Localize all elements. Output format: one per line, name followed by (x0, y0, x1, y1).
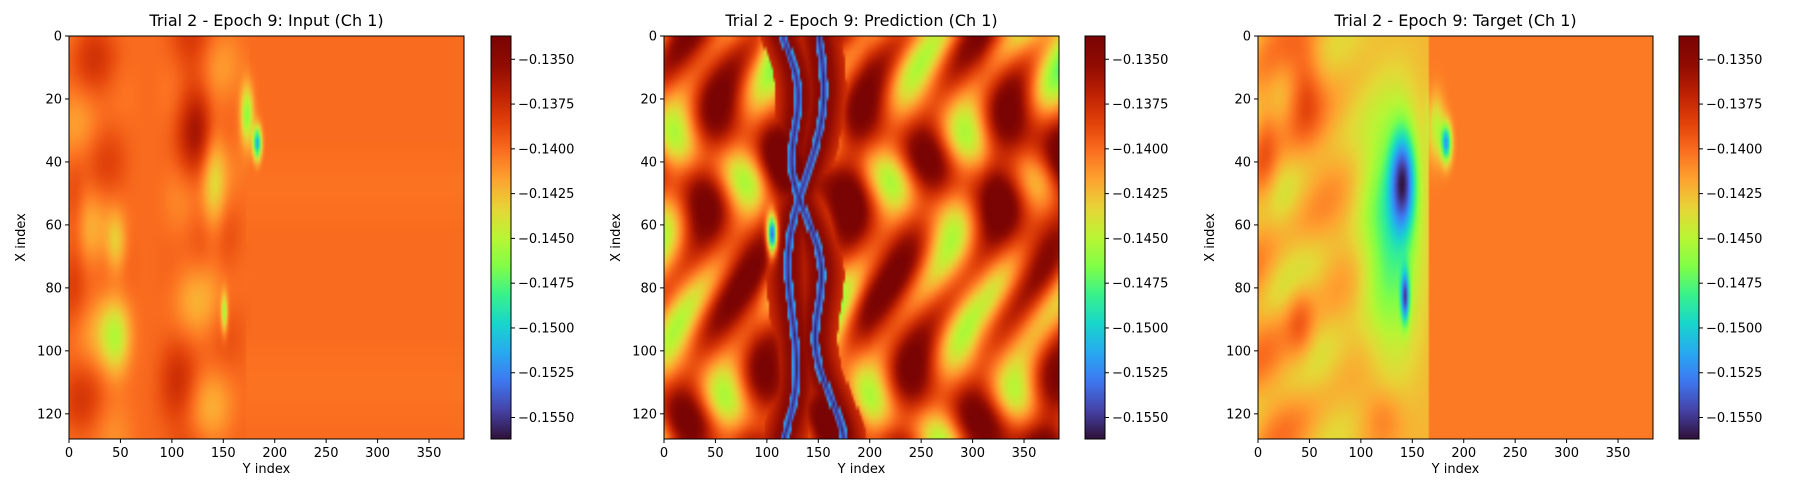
colorbar-frame (1084, 35, 1106, 440)
colorbar (1679, 36, 1699, 439)
colorbar-tick-label: −0.1500 (518, 321, 574, 336)
x-axis-label: Y index (837, 462, 886, 477)
x-tick-label: 100 (1348, 446, 1373, 461)
y-tick-label: 60 (640, 218, 657, 233)
y-tick-label: 120 (37, 407, 62, 422)
x-tick-label: 50 (1301, 446, 1318, 461)
x-tick-label: 250 (909, 446, 934, 461)
colorbar-tick-label: −0.1475 (518, 277, 574, 292)
colorbar-tick-label: −0.1475 (1112, 277, 1168, 292)
x-tick-label: 200 (262, 446, 287, 461)
colorbar-tick-label: −0.1400 (1706, 142, 1762, 157)
x-tick-label: 150 (211, 446, 236, 461)
x-tick-label: 100 (754, 446, 779, 461)
colorbar-tick-label: −0.1500 (1706, 321, 1762, 336)
colorbar-tick-label: −0.1400 (1112, 142, 1168, 157)
x-tick-label: 100 (159, 446, 184, 461)
y-tick-label: 0 (649, 30, 657, 45)
y-tick-label: 80 (640, 281, 657, 296)
x-tick-label: 250 (314, 446, 339, 461)
colorbar-tick-label: −0.1450 (1706, 232, 1762, 247)
x-tick-label: 50 (707, 446, 724, 461)
x-tick-label: 0 (65, 446, 73, 461)
y-tick-label: 20 (45, 92, 62, 107)
colorbar-tick-label: −0.1375 (518, 98, 574, 113)
y-tick-label: 120 (632, 407, 657, 422)
colorbar-tick-label: −0.1425 (518, 187, 574, 202)
y-tick-label: 40 (45, 155, 62, 170)
y-tick-label: 0 (54, 30, 62, 45)
colorbar-tick-label: −0.1550 (1112, 411, 1168, 426)
panel-prediction: Trial 2 - Epoch 9: Prediction (Ch 1) 0 50 1… (609, 11, 1168, 477)
y-tick-label: 20 (1234, 92, 1251, 107)
y-tick-label: 40 (640, 155, 657, 170)
chart-title: Trial 2 - Epoch 9: Target (Ch 1) (1333, 11, 1576, 30)
colorbar-tick-label: −0.1500 (1112, 321, 1168, 336)
y-tick-label: 100 (632, 344, 657, 359)
x-tick-label: 300 (960, 446, 985, 461)
y-tick-label: 0 (1243, 30, 1251, 45)
y-tick-label: 60 (45, 218, 62, 233)
x-tick-label: 50 (112, 446, 129, 461)
colorbar-tick-label: −0.1350 (1112, 53, 1168, 68)
y-tick-label: 80 (1234, 281, 1251, 296)
x-tick-label: 300 (1554, 446, 1579, 461)
y-axis-label: X index (14, 213, 29, 262)
colorbar-tick-label: −0.1475 (1706, 277, 1762, 292)
colorbar-tick-label: −0.1350 (518, 53, 574, 68)
y-tick-label: 100 (37, 344, 62, 359)
colorbar-tick-label: −0.1350 (1706, 53, 1762, 68)
x-tick-label: 150 (806, 446, 831, 461)
heatmap-input (69, 36, 464, 439)
x-tick-label: 350 (1606, 446, 1631, 461)
colorbar-frame (490, 35, 512, 440)
colorbar-tick-label: −0.1525 (518, 366, 574, 381)
colorbar-tick-label: −0.1525 (1112, 366, 1168, 381)
y-tick-label: 100 (1226, 344, 1251, 359)
chart-title: Trial 2 - Epoch 9: Prediction (Ch 1) (724, 11, 997, 30)
colorbar (1085, 36, 1105, 439)
colorbar-tick-label: −0.1425 (1112, 187, 1168, 202)
colorbar-tick-label: −0.1375 (1112, 98, 1168, 113)
axes-frame (663, 35, 1060, 440)
colorbar-tick-label: −0.1450 (518, 232, 574, 247)
colorbar-tick-label: −0.1550 (1706, 411, 1762, 426)
colorbar-frame (1678, 35, 1700, 440)
colorbar-tick-label: −0.1400 (518, 142, 574, 157)
colorbar-tick-label: −0.1375 (1706, 98, 1762, 113)
y-tick-label: 60 (1234, 218, 1251, 233)
y-tick-label: 40 (1234, 155, 1251, 170)
y-tick-label: 20 (640, 92, 657, 107)
x-tick-label: 0 (1254, 446, 1262, 461)
x-tick-label: 200 (1451, 446, 1476, 461)
colorbar-tick-label: −0.1525 (1706, 366, 1762, 381)
heatmap-prediction (664, 36, 1059, 439)
x-tick-label: 200 (857, 446, 882, 461)
x-tick-label: 300 (365, 446, 390, 461)
x-axis-label: Y index (242, 462, 291, 477)
colorbar (491, 36, 511, 439)
y-tick-label: 120 (1226, 407, 1251, 422)
axes-frame (1257, 35, 1654, 440)
y-axis-label: X index (1203, 213, 1218, 262)
axes-frame (68, 35, 465, 440)
panel-input: Trial 2 - Epoch 9: Input (Ch 1) 0 50 100 150… (14, 11, 574, 477)
y-axis-label: X index (609, 213, 624, 262)
x-tick-label: 150 (1400, 446, 1425, 461)
x-tick-label: 250 (1503, 446, 1528, 461)
colorbar-tick-label: −0.1425 (1706, 187, 1762, 202)
y-tick-label: 80 (45, 281, 62, 296)
x-tick-label: 350 (417, 446, 442, 461)
heatmap-target (1258, 36, 1653, 439)
x-axis-label: Y index (1431, 462, 1480, 477)
colorbar-tick-label: −0.1450 (1112, 232, 1168, 247)
panel-target: Trial 2 - Epoch 9: Target (Ch 1) 0 50 100 15… (1203, 11, 1762, 477)
x-tick-label: 350 (1012, 446, 1037, 461)
colorbar-tick-label: −0.1550 (518, 411, 574, 426)
chart-title: Trial 2 - Epoch 9: Input (Ch 1) (148, 11, 383, 30)
x-tick-label: 0 (660, 446, 668, 461)
